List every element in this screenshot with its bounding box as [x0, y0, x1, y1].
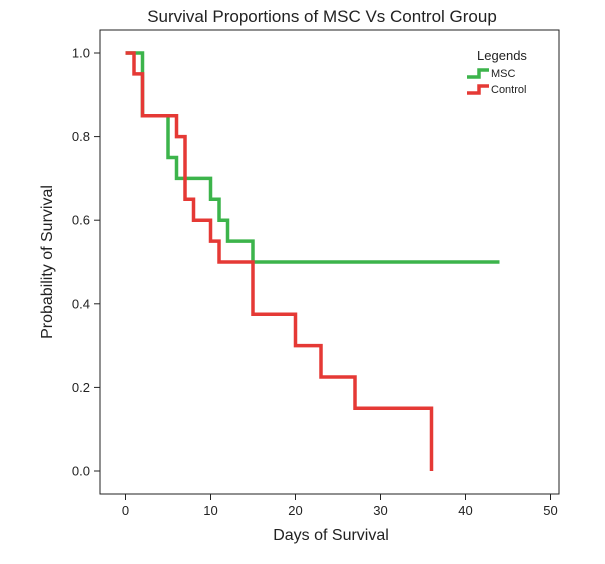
x-tick-label: 30 [373, 503, 387, 518]
x-axis-label: Days of Survival [273, 527, 389, 544]
y-tick-label: 1.0 [72, 45, 90, 60]
x-tick-label: 40 [458, 503, 472, 518]
legend: Legends MSC Control [467, 48, 527, 96]
legend-title: Legends [477, 48, 527, 63]
y-axis: 0.0 0.2 0.4 0.6 0.8 1.0 [72, 45, 100, 479]
y-tick-label: 0.8 [72, 129, 90, 144]
x-tick-label: 50 [543, 503, 557, 518]
x-tick-label: 0 [122, 503, 129, 518]
plot-frame [99, 29, 560, 495]
y-tick-label: 0.0 [72, 464, 90, 479]
x-tick-label: 20 [288, 503, 302, 518]
y-tick-label: 0.4 [72, 296, 90, 311]
chart-title: Survival Proportions of MSC Vs Control G… [147, 7, 497, 26]
series-line-msc [125, 51, 500, 264]
legend-swatch-msc [467, 68, 489, 79]
x-tick-label: 10 [203, 503, 217, 518]
legend-label-msc: MSC [491, 68, 516, 80]
legend-label-control: Control [491, 84, 526, 96]
y-tick-label: 0.2 [72, 380, 90, 395]
y-tick-label: 0.6 [72, 213, 90, 228]
x-axis: 0 10 20 30 40 50 [122, 494, 558, 518]
series-line-control [125, 51, 434, 471]
legend-swatch-control [467, 84, 489, 95]
y-axis-label: Probability of Survival [39, 185, 56, 339]
series-layer [125, 51, 500, 471]
